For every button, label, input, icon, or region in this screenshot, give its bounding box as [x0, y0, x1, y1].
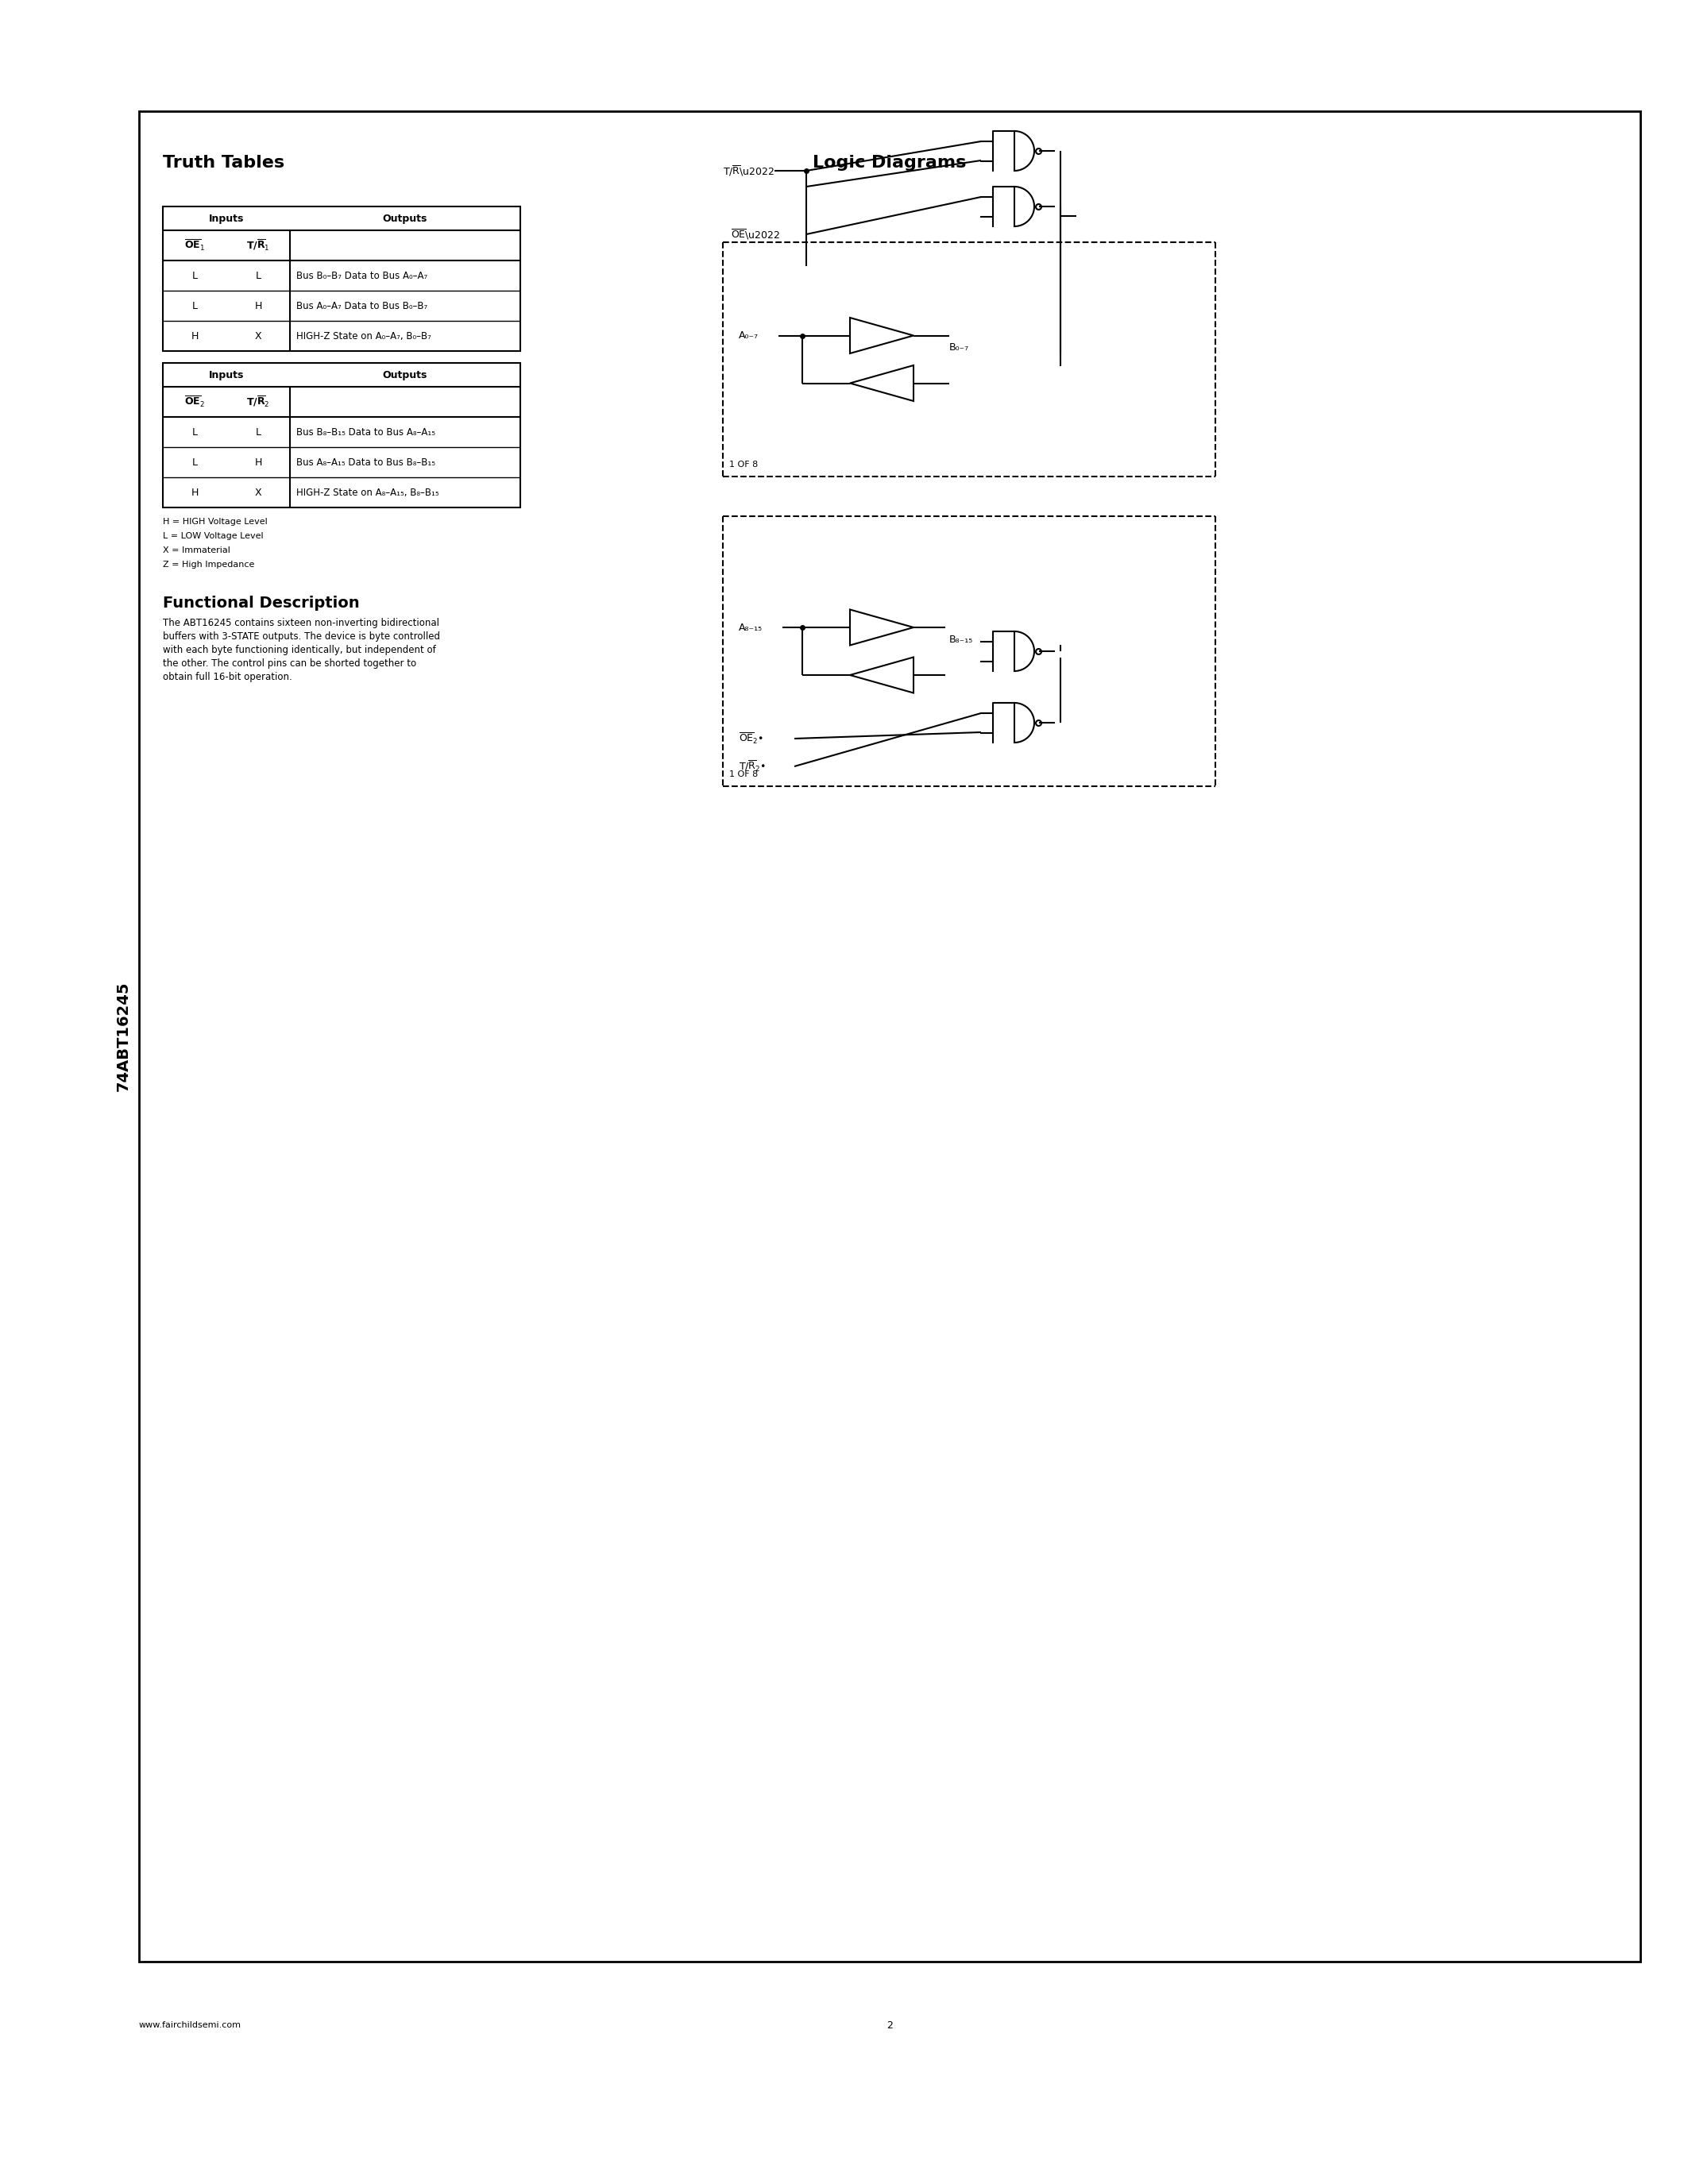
Text: T/$\overline{\mathregular{R}}_1$: T/$\overline{\mathregular{R}}_1$ — [246, 238, 270, 253]
Bar — [162, 207, 520, 352]
Text: Bus B₀–B₇ Data to Bus A₀–A₇: Bus B₀–B₇ Data to Bus A₀–A₇ — [297, 271, 427, 282]
Text: Functional Description: Functional Description — [162, 596, 360, 609]
Text: L: L — [192, 301, 197, 310]
Text: H = HIGH Voltage Level: H = HIGH Voltage Level — [162, 518, 267, 526]
Text: the other. The control pins can be shorted together to: the other. The control pins can be short… — [162, 657, 417, 668]
Text: H: H — [191, 487, 199, 498]
Text: HIGH-Z State on A₈–A₁₅, B₈–B₁₅: HIGH-Z State on A₈–A₁₅, B₈–B₁₅ — [297, 487, 439, 498]
Text: H: H — [191, 330, 199, 341]
Text: A₈₋₁₅: A₈₋₁₅ — [739, 622, 763, 633]
Text: T/$\overline{\mathregular{R}}_2$: T/$\overline{\mathregular{R}}_2$ — [246, 395, 270, 408]
Text: L: L — [255, 426, 262, 437]
Text: T/$\overline{\mathregular{R}}_2$•: T/$\overline{\mathregular{R}}_2$• — [739, 760, 766, 773]
Text: 1 OF 8: 1 OF 8 — [729, 461, 758, 470]
Text: Bus B₈–B₁₅ Data to Bus A₈–A₁₅: Bus B₈–B₁₅ Data to Bus A₈–A₁₅ — [297, 426, 436, 437]
Bar — [162, 363, 520, 507]
Text: Bus A₀–A₇ Data to Bus B₀–B₇: Bus A₀–A₇ Data to Bus B₀–B₇ — [297, 301, 427, 310]
Bar — [138, 111, 1641, 1961]
Text: with each byte functioning identically, but independent of: with each byte functioning identically, … — [162, 644, 436, 655]
Text: B₀₋₇: B₀₋₇ — [949, 343, 969, 352]
Text: The ABT16245 contains sixteen non-inverting bidirectional: The ABT16245 contains sixteen non-invert… — [162, 618, 439, 627]
Text: Logic Diagrams: Logic Diagrams — [814, 155, 967, 170]
Text: L = LOW Voltage Level: L = LOW Voltage Level — [162, 533, 263, 539]
Text: H: H — [255, 456, 262, 467]
Text: B₈₋₁₅: B₈₋₁₅ — [949, 633, 974, 644]
Text: Bus A₈–A₁₅ Data to Bus B₈–B₁₅: Bus A₈–A₁₅ Data to Bus B₈–B₁₅ — [297, 456, 436, 467]
Text: L: L — [192, 456, 197, 467]
Text: $\overline{\mathregular{OE}}$$_2$: $\overline{\mathregular{OE}}$$_2$ — [184, 395, 204, 408]
Text: L: L — [192, 426, 197, 437]
Text: $\overline{\mathregular{OE}}$\u2022: $\overline{\mathregular{OE}}$\u2022 — [731, 227, 780, 240]
Text: Inputs: Inputs — [209, 214, 245, 223]
Text: L: L — [192, 271, 197, 282]
Text: T/$\overline{\mathregular{R}}$\u2022: T/$\overline{\mathregular{R}}$\u2022 — [722, 164, 775, 177]
Text: L: L — [255, 271, 262, 282]
Text: Truth Tables: Truth Tables — [162, 155, 285, 170]
Text: 1 OF 8: 1 OF 8 — [729, 771, 758, 778]
Text: Z = High Impedance: Z = High Impedance — [162, 561, 255, 568]
Text: Outputs: Outputs — [383, 369, 427, 380]
Text: obtain full 16-bit operation.: obtain full 16-bit operation. — [162, 670, 292, 681]
Text: HIGH-Z State on A₀–A₇, B₀–B₇: HIGH-Z State on A₀–A₇, B₀–B₇ — [297, 330, 430, 341]
Text: buffers with 3-STATE outputs. The device is byte controlled: buffers with 3-STATE outputs. The device… — [162, 631, 441, 642]
Text: X: X — [255, 487, 262, 498]
Text: www.fairchildsemi.com: www.fairchildsemi.com — [138, 2020, 241, 2029]
Text: 2: 2 — [886, 2020, 893, 2031]
Text: 74ABT16245: 74ABT16245 — [115, 981, 130, 1092]
Text: Outputs: Outputs — [383, 214, 427, 223]
Text: H: H — [255, 301, 262, 310]
Text: $\overline{\mathregular{OE}}$$_1$: $\overline{\mathregular{OE}}$$_1$ — [184, 238, 204, 253]
Text: A₀₋₇: A₀₋₇ — [739, 330, 758, 341]
Text: $\overline{\mathregular{OE}}_2$•: $\overline{\mathregular{OE}}_2$• — [739, 732, 763, 745]
Text: X: X — [255, 330, 262, 341]
Text: X = Immaterial: X = Immaterial — [162, 546, 230, 555]
Text: Inputs: Inputs — [209, 369, 245, 380]
